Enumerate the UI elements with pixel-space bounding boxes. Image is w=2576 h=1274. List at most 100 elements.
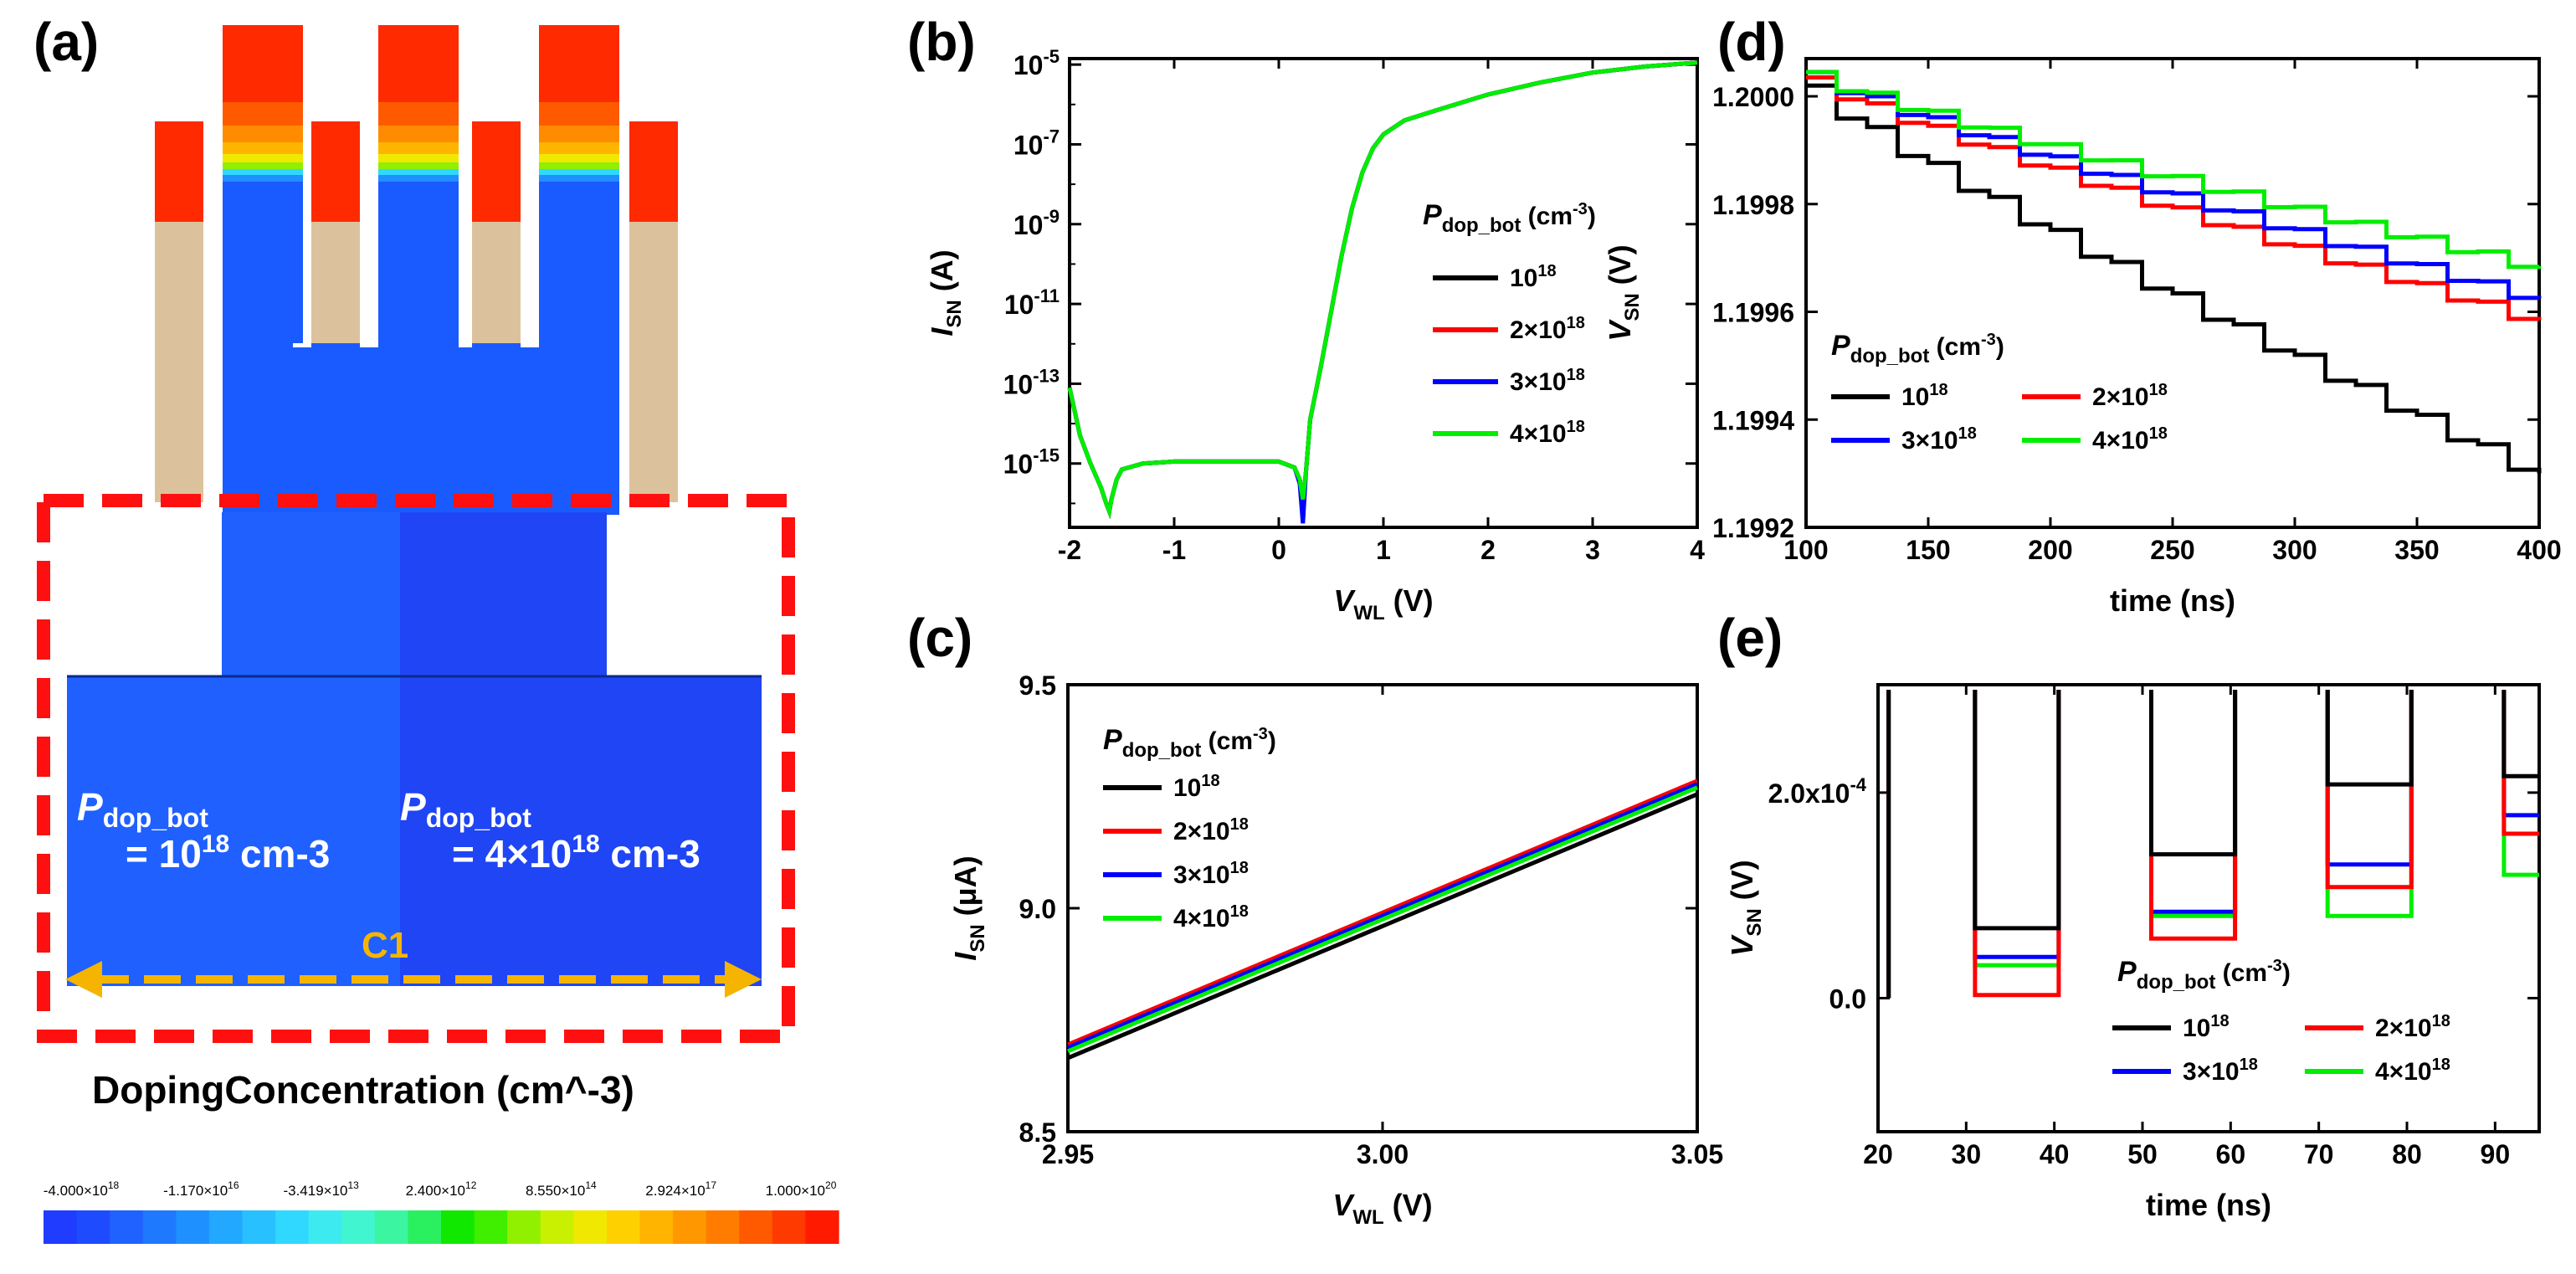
gap <box>293 343 303 347</box>
legend-title: Pdop_bot (cm-3) <box>1831 330 2004 367</box>
y-axis-label: VSN (V) <box>1725 860 1766 956</box>
x-tick-label: 4 <box>1690 535 1705 565</box>
colorbar-tick-label: 2.400×1012 <box>406 1179 477 1199</box>
x-tick-label: 80 <box>2392 1139 2422 1169</box>
colorbar-swatch <box>772 1210 807 1244</box>
legend-label: 1018 <box>1510 262 1557 292</box>
y-tick-label: 8.5 <box>1019 1117 1056 1148</box>
legend-label: 1018 <box>1173 772 1220 802</box>
x-tick-label: 3.00 <box>1357 1139 1409 1169</box>
x-tick-label: 0 <box>1271 535 1286 565</box>
colorbar-tick-label: 8.550×1014 <box>526 1179 597 1199</box>
cutline-label: C1 <box>362 925 408 966</box>
panel-letter: (d) <box>1717 12 1786 72</box>
legend-label: 4×1018 <box>2375 1056 2450 1086</box>
panel-a-letter: (a) <box>33 12 99 72</box>
x-tick-label: 250 <box>2150 535 2194 565</box>
colorbar-swatch <box>142 1210 177 1244</box>
y-tick-label: 1.2000 <box>1712 82 1794 112</box>
x-axis-label: VWL (V) <box>1332 1188 1432 1229</box>
legend-title: Pdop_bot (cm-3) <box>2117 956 2291 994</box>
panel-c: (c) VWL (V) ISN (μA) 2.95 3.00 3.05 9.5 9.0 8.5 P… <box>907 608 1723 1229</box>
x-tick-label: 100 <box>1783 535 1828 565</box>
spacer-cap <box>472 121 521 222</box>
series-line-4e18 <box>1067 60 1698 520</box>
legend-label: 3×1018 <box>1173 859 1249 889</box>
y-tick-label: 0.0 <box>1829 984 1866 1014</box>
colorbar-swatch <box>76 1210 110 1244</box>
colorbar-swatch <box>573 1210 608 1244</box>
y-tick-label: 9.5 <box>1019 670 1056 701</box>
stem-right <box>400 512 607 680</box>
legend-label: 3×1018 <box>1901 424 1977 455</box>
colorbar-swatch <box>540 1210 574 1244</box>
y-axis-label: ISN (μA) <box>948 855 989 960</box>
colorbar-swatch <box>474 1210 508 1244</box>
panel-letter: (e) <box>1717 608 1783 668</box>
colorbar-swatch <box>805 1210 839 1244</box>
panel-letter: (b) <box>907 12 976 72</box>
pillar-base <box>223 343 619 515</box>
colorbar-swatch <box>176 1210 210 1244</box>
pillar-top-gradient <box>223 25 619 182</box>
colorbar-swatch <box>706 1210 740 1244</box>
series-line-4e18 <box>1806 69 2542 270</box>
colorbar-swatch <box>606 1210 641 1244</box>
colorbar <box>44 1210 839 1244</box>
panel-b: (b) VWL (V) ISN (A) -2 -1 0 1 2 3 4 10-5 10-7 10-9 10… <box>907 12 1705 624</box>
x-tick-label: 60 <box>2216 1139 2246 1169</box>
x-tick-label: 3 <box>1585 535 1600 565</box>
x-tick-label: 50 <box>2127 1139 2158 1169</box>
y-tick-label: 10-15 <box>1003 445 1060 480</box>
y-tick-label: 10-7 <box>1013 126 1060 160</box>
x-tick-label: 70 <box>2304 1139 2334 1169</box>
colorbar-swatch <box>341 1210 376 1244</box>
legend-label: 3×1018 <box>1510 366 1585 396</box>
y-tick-label: 10-5 <box>1013 46 1060 80</box>
x-tick-label: 40 <box>2040 1139 2070 1169</box>
cutline-c1: C1 <box>65 925 762 998</box>
colorbar-swatch <box>673 1210 707 1244</box>
colorbar-tick-label: -4.000×1018 <box>44 1179 120 1199</box>
colorbar-swatch <box>44 1210 78 1244</box>
y-tick-label: 1.1998 <box>1712 190 1794 220</box>
colorbar-swatch <box>275 1210 310 1244</box>
y-tick-label: 9.0 <box>1019 894 1056 924</box>
x-tick-label: 2 <box>1480 535 1496 565</box>
legend-label: 4×1018 <box>2092 424 2168 455</box>
series-line-1e18 <box>1806 83 2542 474</box>
series-line-2e18 <box>1067 778 1698 1047</box>
spacer <box>629 218 678 502</box>
legend-label: 1018 <box>1901 381 1948 411</box>
x-tick-label: -1 <box>1162 535 1186 565</box>
legend-label: 2×1018 <box>2375 1012 2450 1042</box>
colorbar-tick-label: 2.924×1017 <box>645 1179 716 1199</box>
right-doping-value: = 4×1018 cm-3 <box>452 830 700 876</box>
series-line-2e18 <box>1806 75 2542 321</box>
region-box <box>37 494 795 1043</box>
x-tick-label: 30 <box>1952 1139 1982 1169</box>
y-axis-label: ISN (A) <box>925 249 966 336</box>
panel-d: (d) time (ns) VSN (V) 100 150 200 250 300 350 400… <box>1603 12 2562 618</box>
x-tick-label: -2 <box>1058 535 1081 565</box>
spacer-cap <box>629 121 678 222</box>
y-tick-label: 10-11 <box>1004 285 1060 320</box>
substrate-right <box>400 676 762 986</box>
panel-e: (e) time (ns) VSN (V) 20 30 40 50 60 70 80 90 2.0x1… <box>1717 608 2541 1222</box>
legend-label: 2×1018 <box>1173 815 1249 845</box>
legend-label: 2×1018 <box>1510 314 1585 344</box>
x-tick-label: 400 <box>2517 535 2561 565</box>
left-doping-value: = 1018 cm-3 <box>126 830 330 876</box>
series-line-2e18 <box>1886 690 2539 999</box>
legend-label: 4×1018 <box>1173 902 1249 932</box>
series-line-4e18 <box>1886 690 2539 999</box>
plot-frame <box>1876 683 2541 1133</box>
colorbar-tick-label: -3.419×1013 <box>283 1179 359 1199</box>
colorbar-swatch <box>408 1210 442 1244</box>
legend-label: 1018 <box>2183 1012 2230 1042</box>
x-tick-label: 90 <box>2481 1139 2511 1169</box>
panel-a: (a) <box>33 12 839 1244</box>
spacer-cap <box>311 121 360 222</box>
series-line-3e18 <box>1067 782 1698 1050</box>
